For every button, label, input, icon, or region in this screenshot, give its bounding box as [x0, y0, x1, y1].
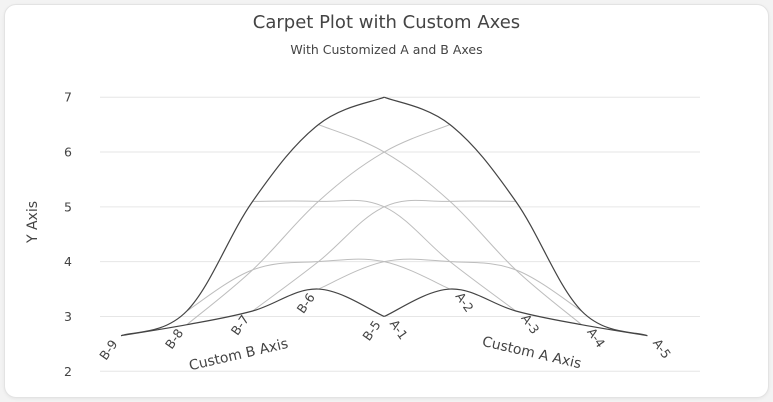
b-tick-label: B-9 — [96, 337, 120, 363]
b-line — [318, 258, 582, 312]
b-tick-label: B-8 — [162, 326, 186, 352]
y-tick-label: 4 — [64, 254, 72, 269]
y-tick-labels: 2 3 4 5 6 7 — [64, 90, 72, 379]
y-tick-label: 6 — [64, 145, 72, 160]
a-line — [186, 258, 451, 312]
chart-subtitle: With Customized A and B Axes — [290, 42, 482, 57]
a-line — [120, 288, 385, 337]
b-line — [252, 199, 516, 312]
y-axis-title: Y Axis — [25, 201, 41, 244]
a-axis-title: Custom A Axis — [481, 334, 583, 372]
b-line — [186, 124, 451, 326]
b-axis-title: Custom B Axis — [188, 336, 290, 374]
a-line — [383, 96, 648, 337]
b-tick-label: B-5 — [359, 318, 383, 344]
carpet-inner-lines — [186, 124, 582, 326]
a-tick-label: A-3 — [518, 311, 542, 337]
y-tick-label: 2 — [64, 364, 72, 379]
chart-title: Carpet Plot with Custom Axes — [253, 12, 520, 33]
carpet-boundary — [120, 96, 648, 337]
a-tick-label: A-1 — [387, 317, 411, 343]
y-gridlines — [100, 96, 700, 372]
chart-card — [4, 4, 769, 398]
y-tick-label: 3 — [64, 309, 72, 324]
b-line — [383, 288, 648, 337]
y-tick-label: 5 — [64, 199, 72, 214]
a-tick-label: A-5 — [650, 336, 674, 362]
b-line — [120, 96, 385, 337]
b-tick-label: B-6 — [293, 290, 317, 316]
y-tick-label: 7 — [64, 90, 72, 105]
